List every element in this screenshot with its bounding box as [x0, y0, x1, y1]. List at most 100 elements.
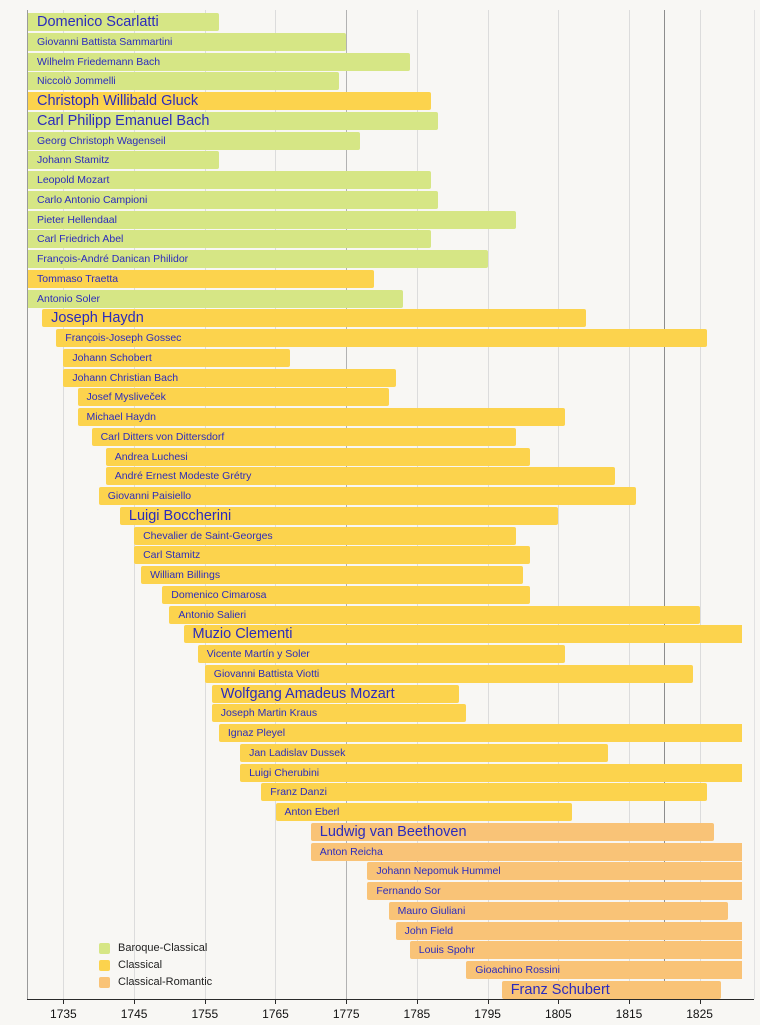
composer-name: Luigi Cherubini	[249, 766, 320, 779]
composer-name: Anton Reicha	[319, 845, 383, 858]
legend-swatch	[99, 977, 110, 988]
legend-label: Baroque-Classical	[118, 942, 208, 954]
lifespan-bar: Franz Danzi	[261, 783, 707, 802]
axis-tick	[558, 999, 559, 1004]
composer-name: Johann Stamitz	[37, 154, 110, 167]
composer-name: John Field	[404, 924, 454, 937]
lifespan-bar: Domenico Scarlatti	[28, 13, 219, 31]
lifespan-bar: Johann Nepomuk Hummel	[367, 862, 743, 881]
lifespan-bar: Pieter Hellendaal	[28, 210, 516, 229]
composer-name: Chevalier de Saint-Georges	[143, 529, 273, 542]
lifespan-bar: Gioachino Rossini	[466, 961, 742, 979]
lifespan-bar: Johann Stamitz	[28, 151, 219, 170]
lifespan-bar: William Billings	[141, 566, 523, 584]
composer-name: Andrea Luchesi	[114, 450, 188, 463]
composer-name: Antonio Salieri	[178, 608, 247, 621]
axis-tick-label: 1815	[615, 1007, 643, 1021]
composer-name: Wolfgang Amadeus Mozart	[220, 685, 395, 702]
lifespan-bar: Carl Ditters von Dittersdorf	[91, 427, 516, 446]
composer-name: Franz Danzi	[270, 786, 327, 799]
lifespan-bar: Domenico Cimarosa	[162, 585, 530, 604]
composer-name: Fernando Sor	[376, 885, 441, 897]
lifespan-bar: Johann Schobert	[63, 348, 290, 367]
gridline-1820	[664, 10, 665, 999]
lifespan-bar: Vicente Martín y Soler	[197, 645, 566, 663]
composer-name: Antonio Soler	[37, 292, 101, 305]
composer-name: Jan Ladislav Dussek	[249, 746, 346, 759]
legend-swatch	[99, 960, 110, 971]
composer-name: Christoph Willibald Gluck	[37, 93, 199, 109]
lifespan-bar: Josef Mysliveček	[77, 388, 389, 407]
lifespan-bar: Anton Reicha	[310, 842, 743, 861]
lifespan-bar: Niccolò Jommelli	[28, 72, 340, 91]
composer-name: Tommaso Traetta	[37, 272, 119, 285]
axis-tick-label: 1765	[262, 1007, 289, 1021]
axis-tick	[275, 999, 276, 1004]
composer-name: Vicente Martín y Soler	[206, 648, 310, 660]
lifespan-bar: André Ernest Modeste Grétry	[105, 467, 615, 486]
composer-name: Carl Philipp Emanuel Bach	[37, 112, 210, 129]
composer-name: Carl Stamitz	[143, 549, 201, 562]
lifespan-bar: Mauro Giuliani	[388, 901, 728, 920]
composer-name: Louis Spohr	[418, 944, 475, 957]
axis-tick	[417, 999, 418, 1004]
lifespan-bar: Carl Stamitz	[134, 546, 530, 565]
composer-name: Niccolò Jommelli	[37, 75, 116, 88]
lifespan-bar: Andrea Luchesi	[105, 447, 530, 466]
lifespan-bar: Wilhelm Friedemann Bach	[28, 52, 410, 71]
lifespan-bar: Antonio Soler	[28, 289, 403, 308]
axis-tick-label: 1825	[686, 1007, 713, 1021]
legend-item: Classical-Romantic	[99, 974, 212, 991]
lifespan-bar: François-Joseph Gossec	[56, 329, 707, 347]
lifespan-bar: Joseph Martin Kraus	[211, 704, 467, 723]
lifespan-bar: Johann Christian Bach	[63, 368, 396, 387]
composer-name: Luigi Boccherini	[128, 507, 232, 524]
lifespan-bar: François-André Danican Philidor	[28, 250, 488, 268]
lifespan-bar: John Field	[395, 921, 742, 940]
composer-name: Johann Nepomuk Hummel	[376, 865, 501, 878]
axis-tick	[629, 999, 630, 1004]
composer-name: Josef Mysliveček	[86, 391, 166, 404]
composer-name: François-Joseph Gossec	[65, 332, 182, 344]
composer-name: Carl Friedrich Abel	[37, 233, 124, 246]
composer-name: François-André Danican Philidor	[37, 253, 189, 265]
composer-name: Franz Schubert	[510, 981, 610, 998]
composer-name: Pieter Hellendaal	[37, 213, 117, 226]
lifespan-bar: Christoph Willibald Gluck	[28, 92, 431, 110]
lifespan-bar: Carlo Antonio Campioni	[28, 190, 439, 209]
composer-name: Ignaz Pleyel	[227, 727, 286, 739]
axis-tick	[134, 999, 135, 1004]
axis-tick-label: 1755	[191, 1007, 219, 1021]
axis-tick-label: 1735	[50, 1007, 77, 1021]
legend-swatch	[99, 943, 110, 954]
axis-tick-label: 1805	[544, 1007, 572, 1021]
lifespan-bar: Antonio Salieri	[169, 605, 700, 624]
chart-left-border	[27, 10, 28, 999]
composer-name: Anton Eberl	[284, 806, 340, 818]
composer-name: Gioachino Rossini	[475, 964, 560, 976]
lifespan-bar: Jan Ladislav Dussek	[240, 743, 608, 762]
legend-item: Classical	[99, 957, 212, 974]
composer-name: Mauro Giuliani	[397, 904, 466, 917]
axis-tick	[63, 999, 64, 1004]
axis-baseline	[27, 999, 754, 1000]
lifespan-bar: Georg Christoph Wagenseil	[28, 131, 361, 150]
composer-name: Carlo Antonio Campioni	[37, 193, 148, 206]
lifespan-bar: Chevalier de Saint-Georges	[134, 526, 516, 545]
axis-tick-label: 1795	[474, 1007, 501, 1021]
axis-tick	[346, 999, 347, 1004]
lifespan-bar: Louis Spohr	[409, 941, 743, 960]
composer-name: Michael Haydn	[86, 411, 156, 423]
composer-name: Joseph Haydn	[51, 310, 144, 327]
composer-name: Georg Christoph Wagenseil	[37, 134, 166, 147]
lifespan-bar: Carl Friedrich Abel	[28, 230, 431, 249]
composer-name: Domenico Cimarosa	[171, 588, 267, 601]
legend-item: Baroque-Classical	[99, 940, 212, 957]
composer-name: Leopold Mozart	[37, 174, 110, 186]
composer-name: Ludwig van Beethoven	[319, 823, 467, 840]
lifespan-bar: Joseph Haydn	[42, 309, 587, 328]
legend-label: Classical	[118, 959, 163, 971]
lifespan-bar: Carl Philipp Emanuel Bach	[28, 111, 439, 130]
lifespan-bar: Giovanni Battista Viotti	[204, 664, 693, 683]
